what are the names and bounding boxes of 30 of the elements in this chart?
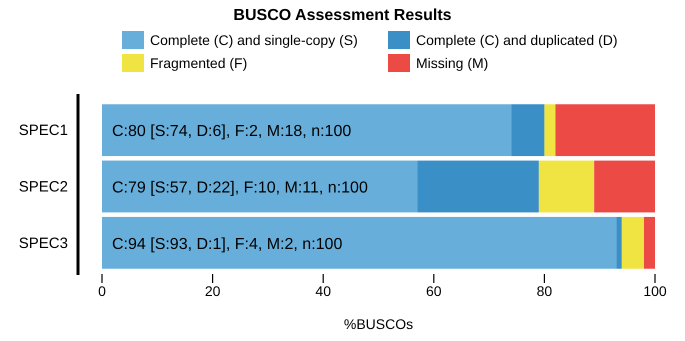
x-tick-label: 0 (98, 282, 106, 299)
bar (544, 104, 556, 156)
annotation: C:80 [S:74, D:6], F:2, M:18, n:100 (112, 123, 352, 140)
x-axis-title: %BUSCOs (344, 316, 414, 332)
bar (594, 160, 655, 212)
bar (555, 104, 655, 156)
legend-label: Fragmented (F) (150, 55, 248, 71)
bar (102, 104, 512, 156)
y-tick-label: SPEC2 (18, 178, 68, 196)
legend-label: Complete (C) and duplicated (D) (416, 32, 618, 48)
legend-label: Missing (M) (416, 55, 488, 71)
bar (644, 216, 655, 269)
bar (417, 160, 539, 212)
annotation: C:79 [S:57, D:22], F:10, M:11, n:100 (112, 180, 368, 196)
x-tick-label: 60 (426, 282, 442, 299)
x-tick-label: 40 (315, 282, 332, 299)
x-tick-label: 80 (536, 282, 552, 299)
x-tick-label: 20 (204, 282, 221, 299)
chart-title: BUSCO Assessment Results (233, 7, 452, 24)
bar (622, 216, 644, 269)
bar (538, 160, 594, 212)
y-tick-label: SPEC1 (18, 122, 68, 140)
bar (102, 160, 418, 212)
x-tick-label: 100 (643, 282, 667, 299)
bar (511, 104, 544, 156)
bar (616, 216, 622, 269)
y-tick-label: SPEC3 (18, 234, 68, 252)
bar (102, 216, 616, 269)
annotation: C:94 [S:93, D:1], F:4, M:2, n:100 (112, 236, 342, 253)
legend-label: Complete (C) and single-copy (S) (150, 32, 358, 48)
